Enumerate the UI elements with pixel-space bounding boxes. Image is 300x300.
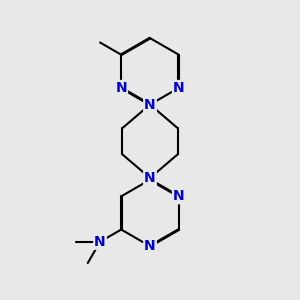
Text: N: N <box>173 81 184 95</box>
Text: N: N <box>144 98 156 112</box>
Text: N: N <box>144 171 156 185</box>
Text: N: N <box>94 235 106 249</box>
Text: N: N <box>173 189 184 203</box>
Text: N: N <box>116 81 127 95</box>
Text: N: N <box>144 239 156 253</box>
